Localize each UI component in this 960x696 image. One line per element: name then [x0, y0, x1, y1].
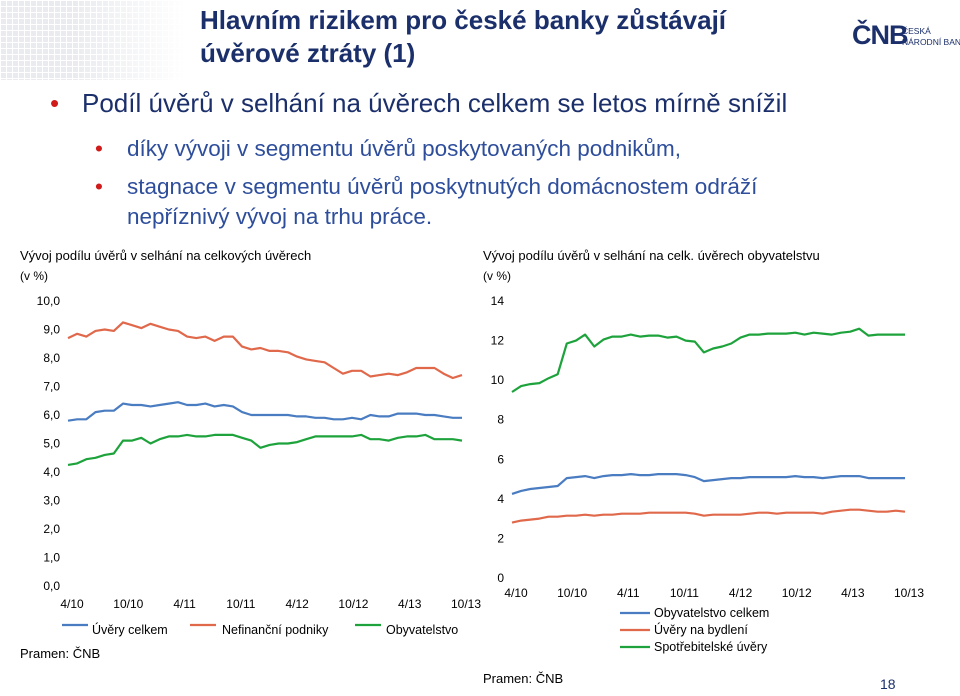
chart2-x-tick-label: 10/11	[670, 586, 699, 600]
bullet-main: • Podíl úvěrů v selhání na úvěrech celkem…	[50, 88, 787, 119]
chart2-x-tick-label: 4/10	[504, 586, 528, 600]
chart2-y-tick-label: 12	[491, 334, 505, 348]
chart1-y-tick-label: 9,0	[43, 323, 60, 337]
chart1-y-tick-label: 6,0	[43, 408, 60, 422]
chart1-y-tick-label: 10,0	[37, 294, 61, 308]
bullet-dot-icon: •	[95, 174, 103, 199]
bullet-sub-1: • díky vývoji v segmentu úvěrů poskytovan…	[95, 134, 681, 164]
chart2-y-tick-label: 14	[491, 294, 505, 308]
chart1-y-tick-label: 2,0	[43, 522, 60, 536]
chart1-y-tick-label: 0,0	[43, 579, 60, 593]
slide-title: Hlavním rizikem pro české banky zůstávaj…	[200, 5, 727, 68]
chart1-legend-label: Úvěry celkem	[92, 622, 168, 637]
chart2-x-tick-label: 10/12	[782, 586, 812, 600]
cnb-logo: ČNB ČESKÁ NÁRODNÍ BANKA	[852, 20, 960, 56]
chart1-x-tick-label: 4/13	[398, 597, 422, 611]
chart1-x-tick-label: 10/10	[113, 597, 143, 611]
chart1-title: Vývoj podílu úvěrů v selhání na celkovýc…	[20, 248, 312, 263]
chart2-source: Pramen: ČNB	[483, 671, 564, 686]
chart1-y-tick-label: 5,0	[43, 437, 60, 451]
chart1-y-tick-label: 4,0	[43, 465, 60, 479]
chart2-y-tick-label: 2	[497, 531, 504, 545]
chart1-series-line-2	[67, 321, 463, 380]
chart1-legend-label: Nefinanční podniky	[222, 623, 329, 637]
decorative-pattern	[0, 0, 185, 80]
chart2-y-tick-label: 6	[497, 452, 504, 466]
chart1-y-tick-label: 7,0	[43, 380, 60, 394]
chart1-x-tick-label: 10/13	[451, 597, 481, 611]
bullet-dot-icon: •	[95, 136, 103, 161]
chart1-y-tick-label: 3,0	[43, 494, 60, 508]
chart2-legend-label: Úvěry na bydlení	[654, 622, 748, 637]
chart1-x-tick-label: 10/12	[338, 597, 368, 611]
bullet-sub-2-text: stagnace v segmentu úvěrů poskytnutých d…	[127, 174, 758, 199]
logo-mark: ČNB	[852, 20, 908, 50]
chart1-x-tick-label: 4/11	[173, 597, 196, 611]
chart2-x-tick-label: 10/13	[894, 586, 924, 600]
chart1-x-tick-label: 4/12	[285, 597, 309, 611]
bullet-main-text: Podíl úvěrů v selhání na úvěrech celkem …	[82, 88, 788, 118]
chart2-series-line-3	[511, 327, 905, 393]
chart2-legend-label: Obyvatelstvo celkem	[654, 606, 769, 620]
chart1-source: Pramen: ČNB	[20, 646, 101, 661]
chart2-series-line-2	[511, 508, 906, 524]
chart2-y-tick-label: 0	[497, 571, 504, 585]
chart2-x-tick-label: 4/11	[617, 586, 640, 600]
chart2-series-line-1	[511, 473, 905, 495]
chart1-y-tick-label: 8,0	[43, 351, 60, 365]
chart1-y-tick-label: 1,0	[43, 551, 60, 565]
bullet-sub-2: • stagnace v segmentu úvěrů poskytnutých …	[95, 172, 757, 202]
logo-line2: NÁRODNÍ BANKA	[902, 37, 960, 47]
chart2-x-tick-label: 4/12	[729, 586, 753, 600]
bullet-dot-icon: •	[50, 88, 60, 118]
chart2-x-tick-label: 4/13	[841, 586, 865, 600]
chart1-unit: (v %)	[20, 269, 48, 283]
chart1-x-tick-label: 4/10	[60, 597, 84, 611]
chart1-series-line-1	[67, 401, 462, 422]
chart1-series-line-3	[67, 433, 463, 466]
chart1-x-tick-label: 10/11	[226, 597, 255, 611]
bullet-sub-2-cont: nepříznivý vývoj na trhu práce.	[127, 204, 433, 229]
chart2-x-tick-label: 10/10	[557, 586, 587, 600]
logo-line1: ČESKÁ	[902, 26, 931, 36]
chart2-unit: (v %)	[483, 269, 511, 283]
chart1-legend-label: Obyvatelstvo	[386, 623, 458, 637]
chart2-y-tick-label: 8	[497, 413, 504, 427]
bullet-sub-1-text: díky vývoji v segmentu úvěrů poskytovaný…	[127, 136, 682, 161]
chart2-title: Vývoj podílu úvěrů v selhání na celk. úv…	[483, 248, 820, 263]
chart2-y-tick-label: 10	[491, 373, 505, 387]
page-number: 18	[880, 676, 896, 692]
chart2-legend-label: Spotřebitelské úvěry	[654, 640, 768, 654]
chart2-y-tick-label: 4	[497, 492, 504, 506]
